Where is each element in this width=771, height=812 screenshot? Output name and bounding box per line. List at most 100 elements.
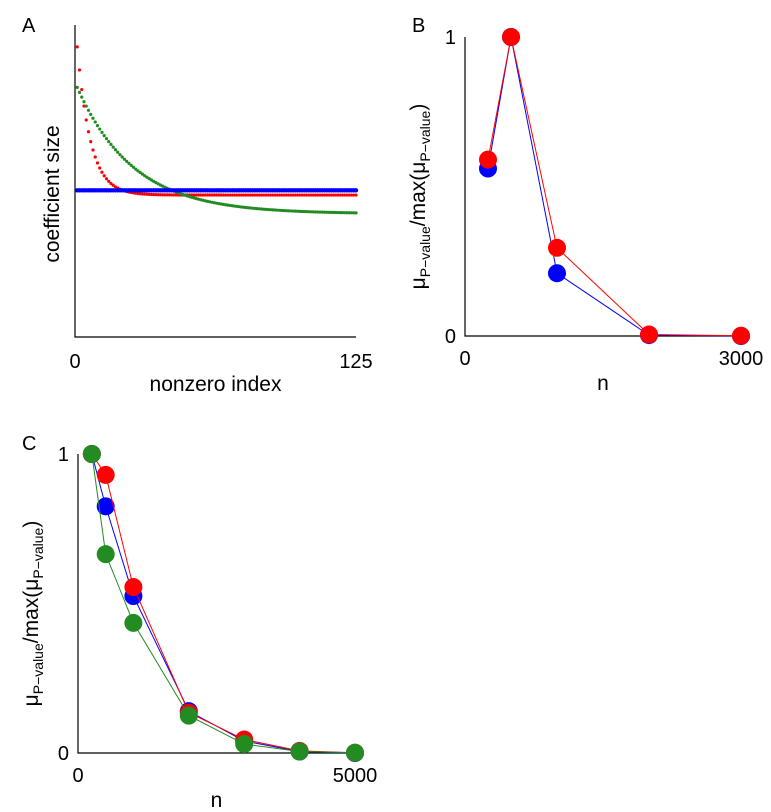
panel-a-axes — [74, 25, 356, 338]
panel-a-point — [286, 193, 291, 197]
panel-a-point — [127, 161, 131, 166]
panel-b-series-line — [487, 36, 742, 337]
panel-a-point — [95, 124, 100, 128]
panel-a-point — [158, 193, 163, 197]
panel-a-point — [309, 210, 313, 214]
panel-a-point — [77, 68, 82, 72]
panel-label-a: A — [22, 15, 36, 37]
panel-b-point — [548, 264, 566, 283]
panel-a-point — [338, 193, 342, 197]
panel-a-point — [291, 209, 295, 213]
panel-a-point — [320, 210, 324, 214]
panel-c-point — [290, 742, 309, 761]
panel-b-series-line — [487, 36, 742, 337]
panel-a-point — [318, 210, 322, 214]
panel-b-ytick-1: 1 — [445, 27, 456, 49]
panel-a-point — [268, 193, 273, 197]
panel-a-point — [275, 193, 279, 197]
panel-a-point — [313, 210, 318, 214]
panel-a-point — [107, 179, 111, 183]
panel-a-point — [170, 193, 174, 197]
panel-a-point — [298, 209, 302, 213]
panel-a-point — [311, 210, 315, 214]
panel-a-point — [307, 193, 311, 197]
panel-b-xtick-max: 3000 — [719, 348, 764, 370]
panel-a-point — [343, 193, 347, 197]
panel-a-point — [336, 193, 340, 197]
panel-b-point — [732, 326, 750, 345]
panel-a-point — [89, 139, 93, 144]
panel-a-point — [199, 193, 203, 197]
panel-a-point — [93, 155, 97, 159]
panel-a-point — [219, 193, 223, 197]
panel-a-point — [154, 193, 158, 197]
panel-a-point — [217, 193, 221, 197]
panel-a-point — [327, 210, 331, 214]
panel-c-xlabel: n — [211, 789, 223, 812]
panel-a-point — [95, 161, 100, 165]
panel-a-point — [298, 193, 302, 197]
panel-a-point — [329, 210, 333, 214]
panel-a-point — [239, 193, 243, 197]
panel-a-point — [293, 209, 297, 213]
panel-a-point — [347, 211, 351, 215]
panel-a-point — [107, 139, 111, 144]
panel-a-point — [302, 193, 306, 197]
panel-a-point — [277, 193, 282, 197]
panel-a-point — [100, 130, 104, 134]
panel-a-point — [136, 169, 140, 173]
panel-a-point — [273, 193, 277, 197]
panel-c-ytick-1: 1 — [58, 444, 69, 466]
panel-a-point — [224, 193, 228, 197]
panel-a-point — [347, 193, 351, 197]
panel-a-point — [84, 118, 88, 122]
panel-a-point — [340, 193, 345, 197]
panel-a-point — [233, 193, 237, 197]
panel-c-ytick-0: 0 — [58, 743, 69, 765]
panel-a-point — [331, 193, 336, 197]
panel-b-point — [502, 28, 520, 46]
panel-a-point — [320, 193, 324, 197]
panel-a-point — [145, 192, 149, 196]
panel-c-point — [96, 497, 115, 516]
panel-a-point — [138, 170, 142, 175]
panel-b-point — [640, 325, 658, 344]
panel-a-point — [111, 145, 115, 149]
panel-a-point — [343, 211, 347, 215]
panel-a-point — [210, 193, 214, 197]
panel-a-point — [242, 193, 246, 197]
panel-a-point — [266, 193, 270, 197]
panel-c-xtick-min: 0 — [72, 765, 83, 787]
panel-a-point — [131, 165, 136, 169]
panel-a-point — [93, 120, 97, 124]
panel-a-point — [345, 193, 349, 197]
panel-a-point — [257, 193, 261, 197]
panel-a-point — [293, 193, 297, 197]
panel-a-point — [259, 193, 264, 197]
panel-a-series-2 — [75, 188, 359, 193]
panel-a-point — [75, 45, 79, 49]
panel-a-point — [82, 100, 86, 104]
panel-a-point — [152, 192, 156, 197]
panel-a-point — [82, 104, 86, 108]
panel-a-point — [282, 193, 286, 197]
panel-a-point — [295, 193, 300, 197]
panel-a-series-0 — [75, 45, 358, 197]
panel-c-xtick-max: 5000 — [333, 765, 378, 787]
panel-a-point — [307, 210, 311, 214]
panel-a-point — [165, 193, 169, 197]
panel-a-point — [244, 193, 248, 197]
panel-a-chart: 0 125 nonzero index coefficient size — [41, 25, 373, 396]
panel-a-point — [129, 163, 133, 167]
panel-a-point — [212, 193, 216, 197]
panel-b-series-1 — [479, 28, 750, 345]
panel-a-point — [109, 142, 113, 147]
panel-a-point — [194, 193, 198, 197]
panel-a-point — [125, 159, 129, 163]
panel-a-point — [325, 210, 329, 214]
panel-a-point — [77, 90, 82, 94]
panel-a-point — [80, 95, 84, 99]
panel-a-point — [134, 167, 138, 171]
panel-a-point — [147, 192, 151, 196]
